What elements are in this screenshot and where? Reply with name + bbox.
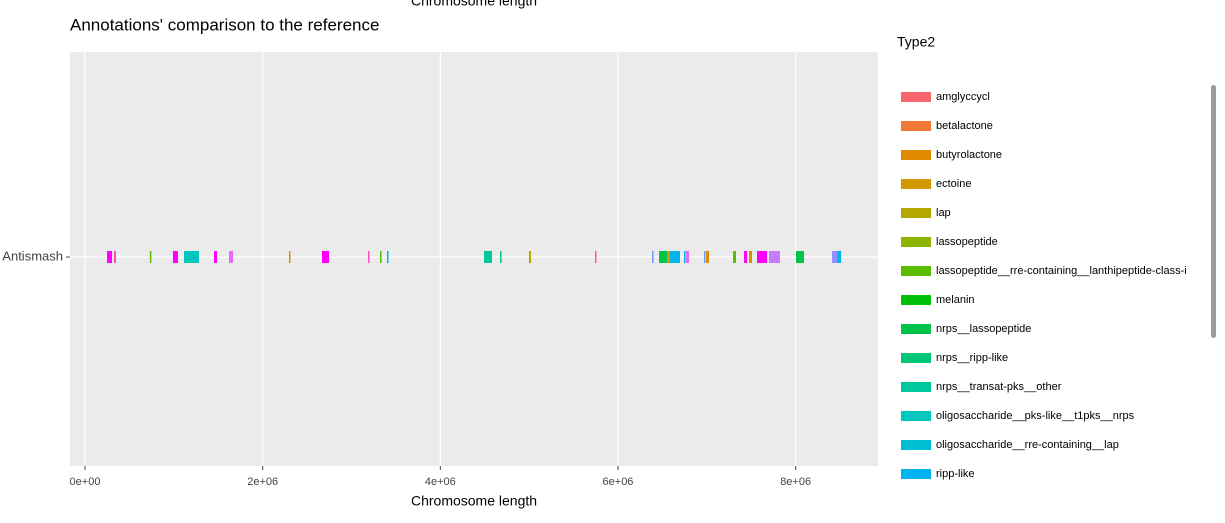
- legend-swatch: [901, 382, 931, 392]
- scrollbar[interactable]: [1211, 85, 1216, 338]
- legend-swatch: [901, 266, 931, 276]
- legend-swatch: [901, 440, 931, 450]
- segment: [387, 251, 389, 263]
- legend-label: oligosaccharide__rre-containing__lap: [936, 439, 1119, 451]
- segment: [831, 251, 838, 263]
- legend-swatch: [901, 353, 931, 363]
- legend-swatch: [901, 208, 931, 218]
- chart-title: Annotations' comparison to the reference: [70, 15, 379, 34]
- x-tick-label: 8e+06: [780, 476, 811, 488]
- legend-label: oligosaccharide__pks-like__t1pks__nrps: [936, 410, 1135, 422]
- segment: [229, 251, 234, 263]
- segment: [500, 251, 502, 263]
- x-axis-title: Chromosome length: [411, 493, 537, 509]
- x-tick-label: 6e+06: [603, 476, 634, 488]
- legend-swatch: [901, 237, 931, 247]
- segment: [667, 251, 671, 263]
- segment: [686, 251, 690, 263]
- legend-label: nrps__transat-pks__other: [936, 381, 1062, 393]
- segment: [683, 251, 686, 263]
- segment: [769, 251, 781, 263]
- segment: [652, 251, 654, 263]
- x-axis-title-top: Chromosome length: [411, 0, 537, 9]
- legend-label: nrps__lassopeptide: [936, 323, 1031, 335]
- legend: amglyccycl betalactone butyrolactone ectoin…: [901, 91, 1187, 480]
- segment: [107, 251, 113, 263]
- legend-label: butyrolactone: [936, 149, 1002, 161]
- legend-label: ectoine: [936, 178, 971, 190]
- segment: [703, 251, 706, 263]
- segment: [368, 251, 370, 263]
- legend-label: lap: [936, 207, 951, 219]
- legend-swatch: [901, 92, 931, 102]
- legend-label: lassopeptide__rre-containing__lanthipept…: [936, 265, 1187, 277]
- segment: [733, 251, 737, 263]
- segment: [213, 251, 218, 263]
- legend-title: Type2: [897, 34, 935, 50]
- legend-label: melanin: [936, 294, 975, 306]
- segment: [113, 251, 117, 263]
- segment: [659, 251, 668, 263]
- legend-swatch: [901, 295, 931, 305]
- segment: [749, 251, 753, 263]
- legend-swatch: [901, 150, 931, 160]
- legend-label: amglyccycl: [936, 91, 990, 103]
- legend-label: nrps__ripp-like: [936, 352, 1008, 364]
- segment: [322, 251, 330, 263]
- x-tick-label: 0e+00: [70, 476, 101, 488]
- legend-label: betalactone: [936, 120, 993, 132]
- segment: [172, 251, 179, 263]
- segment: [380, 251, 382, 263]
- x-tick-label: 2e+06: [247, 476, 278, 488]
- segment: [706, 251, 710, 263]
- segment: [744, 251, 748, 263]
- segment: [796, 251, 805, 263]
- segment: [757, 251, 768, 263]
- segment: [484, 251, 493, 263]
- segment: [149, 251, 152, 263]
- legend-swatch: [901, 179, 931, 189]
- segment: [184, 251, 199, 263]
- plot-background: [70, 52, 878, 466]
- x-tick-label: 4e+06: [425, 476, 456, 488]
- legend-swatch: [901, 121, 931, 131]
- segment: [670, 251, 680, 263]
- segment: [528, 251, 532, 263]
- legend-swatch: [901, 469, 931, 479]
- plot: [70, 52, 878, 466]
- legend-label: lassopeptide: [936, 236, 998, 248]
- legend-swatch: [901, 411, 931, 421]
- legend-swatch: [901, 324, 931, 334]
- segment: [837, 251, 842, 263]
- legend-label: ripp-like: [936, 468, 975, 480]
- y-tick-label: Antismash: [2, 248, 63, 263]
- segment: [288, 251, 291, 263]
- segment: [594, 251, 597, 263]
